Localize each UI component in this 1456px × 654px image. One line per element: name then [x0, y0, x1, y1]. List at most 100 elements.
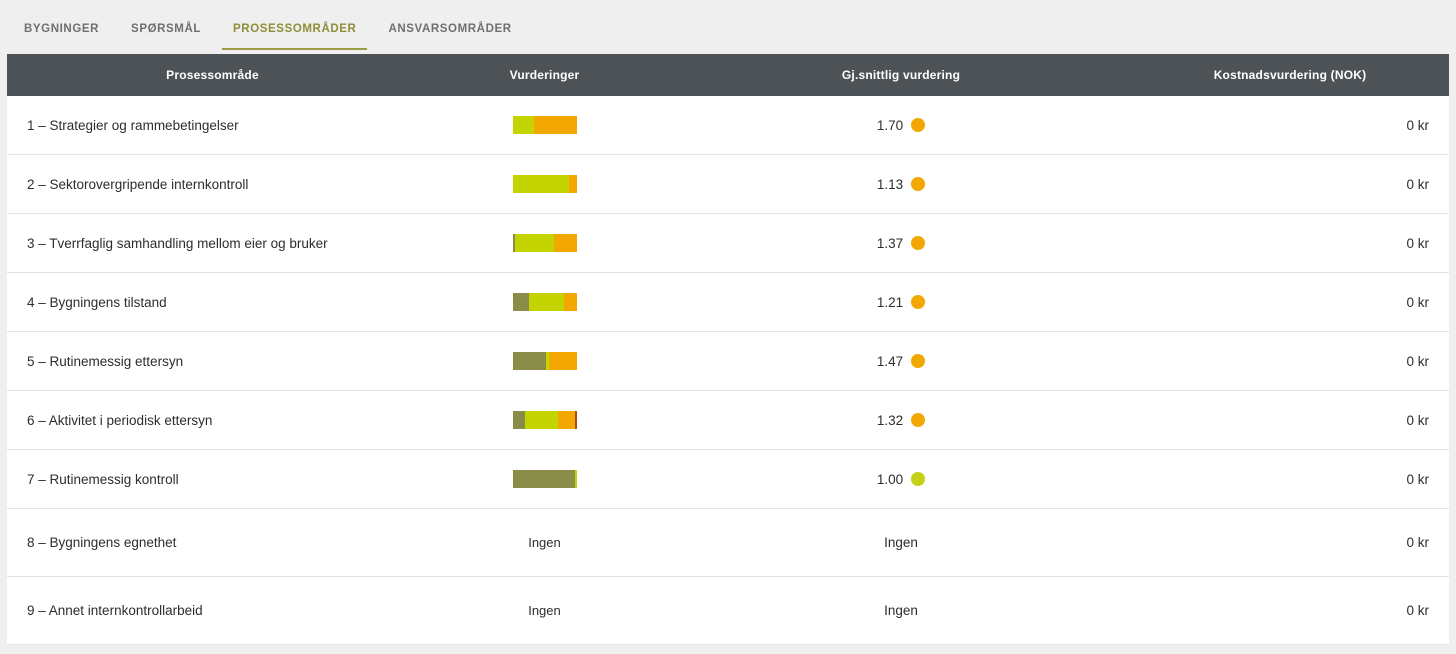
column-header-kostnadsvurdering: Kostnadsvurdering (NOK): [1213, 68, 1367, 82]
cost-value: 0 kr: [1406, 353, 1429, 369]
table-row[interactable]: 6 – Aktivitet i periodisk ettersyn 1.32 …: [7, 391, 1449, 450]
vurderinger-cell: [418, 411, 671, 429]
avg-cell: 1.21: [671, 295, 1131, 310]
avg-rating-dot: [911, 177, 926, 191]
tab-label: ANSVARSOMRÅDER: [388, 23, 512, 35]
bar-segment-chartreuse: [524, 411, 558, 429]
avg-value: 1.47: [876, 353, 904, 369]
tab-label: PROSESSOMRÅDER: [233, 23, 357, 35]
avg-cell: 1.32: [671, 413, 1131, 428]
avg-cell: 1.13: [671, 177, 1131, 192]
row-label: 8 – Bygningens egnethet: [27, 535, 177, 550]
avg-value: 1.70: [876, 117, 904, 133]
row-label: 5 – Rutinemessig ettersyn: [27, 353, 184, 369]
rating-bar: [512, 175, 577, 193]
bar-segment-orange: [563, 293, 577, 311]
avg-value: 1.32: [876, 412, 904, 428]
vurderinger-cell: [418, 470, 671, 488]
bar-segment-olive: [512, 234, 515, 252]
column-header-vurderinger: Vurderinger: [509, 68, 580, 82]
tab-label: SPØRSMÅL: [131, 23, 202, 35]
prosessomrader-table: Prosessområde Vurderinger Gj.snittlig vu…: [7, 54, 1449, 645]
cost-value: 0 kr: [1406, 117, 1429, 133]
tab-sp-rsm-l[interactable]: SPØRSMÅL: [120, 0, 212, 50]
avg-value: 1.13: [876, 176, 904, 192]
tab-prosessomr-der[interactable]: PROSESSOMRÅDER: [222, 0, 368, 50]
vurderinger-cell: [418, 175, 671, 193]
cost-value: 0 kr: [1406, 294, 1429, 310]
bar-segment-chartreuse: [512, 175, 569, 193]
table-header-row: Prosessområde Vurderinger Gj.snittlig vu…: [7, 54, 1449, 96]
table-row[interactable]: 1 – Strategier og rammebetingelser 1.70 …: [7, 96, 1449, 155]
avg-rating-dot: [911, 354, 926, 368]
table-row[interactable]: 7 – Rutinemessig kontroll 1.00 0 kr: [7, 450, 1449, 509]
bar-segment-olive: [512, 470, 575, 488]
avg-value: 1.21: [876, 294, 904, 310]
rating-bar: [512, 234, 577, 252]
column-header-gjsnittlig-vurdering: Gj.snittlig vurdering: [841, 68, 961, 82]
tab-label: BYGNINGER: [24, 23, 100, 35]
row-label: 6 – Aktivitet i periodisk ettersyn: [27, 412, 213, 428]
vurderinger-cell: [418, 293, 671, 311]
avg-rating-dot: [911, 413, 926, 427]
table-row[interactable]: 9 – Annet internkontrollarbeid Ingen Ing…: [7, 577, 1449, 645]
vurderinger-none-label: Ingen: [528, 535, 561, 550]
column-header-prosessomrade: Prosessområde: [166, 68, 259, 82]
avg-cell: 1.00: [671, 472, 1131, 487]
avg-cell: 1.47: [671, 354, 1131, 369]
table-body: 1 – Strategier og rammebetingelser 1.70 …: [7, 96, 1449, 645]
row-label: 9 – Annet internkontrollarbeid: [27, 603, 203, 618]
vurderinger-none-label: Ingen: [528, 603, 561, 618]
avg-cell: Ingen: [671, 603, 1131, 618]
table-row[interactable]: 5 – Rutinemessig ettersyn 1.47 0 kr: [7, 332, 1449, 391]
rating-bar: [512, 116, 577, 134]
avg-cell: Ingen: [671, 535, 1131, 550]
cost-value: 0 kr: [1406, 176, 1429, 192]
tab-bygninger[interactable]: BYGNINGER: [13, 0, 110, 50]
bar-segment-chartreuse: [514, 234, 554, 252]
row-label: 4 – Bygningens tilstand: [27, 294, 167, 310]
avg-rating-dot: [911, 295, 926, 309]
bar-segment-chartreuse: [545, 352, 549, 370]
bar-segment-orange: [568, 175, 577, 193]
bar-segment-olive: [512, 411, 525, 429]
bar-segment-chartreuse: [528, 293, 564, 311]
row-label: 1 – Strategier og rammebetingelser: [27, 117, 239, 133]
avg-value: Ingen: [884, 535, 918, 550]
avg-cell: 1.37: [671, 236, 1131, 251]
row-label: 2 – Sektorovergripende internkontroll: [27, 176, 249, 192]
cost-value: 0 kr: [1406, 412, 1429, 428]
avg-rating-dot: [911, 472, 926, 486]
bar-segment-red: [574, 411, 577, 429]
rating-bar: [512, 293, 577, 311]
bar-segment-orange: [557, 411, 575, 429]
table-row[interactable]: 2 – Sektorovergripende internkontroll 1.…: [7, 155, 1449, 214]
bar-segment-chartreuse: [574, 470, 577, 488]
table-row[interactable]: 8 – Bygningens egnethet Ingen Ingen 0 kr: [7, 509, 1449, 577]
rating-bar: [512, 352, 577, 370]
avg-value: Ingen: [884, 603, 918, 618]
table-row[interactable]: 4 – Bygningens tilstand 1.21 0 kr: [7, 273, 1449, 332]
table-row[interactable]: 3 – Tverrfaglig samhandling mellom eier …: [7, 214, 1449, 273]
avg-rating-dot: [911, 118, 926, 132]
cost-value: 0 kr: [1406, 603, 1429, 618]
vurderinger-cell: [418, 352, 671, 370]
rating-bar: [512, 411, 577, 429]
tab-bar: BYGNINGER SPØRSMÅL PROSESSOMRÅDER ANSVAR…: [0, 0, 1456, 54]
avg-value: 1.37: [876, 235, 904, 251]
bar-segment-orange: [548, 352, 577, 370]
row-label: 7 – Rutinemessig kontroll: [27, 471, 179, 487]
rating-bar: [512, 470, 577, 488]
row-label: 3 – Tverrfaglig samhandling mellom eier …: [27, 235, 328, 251]
vurderinger-cell: Ingen: [418, 603, 671, 618]
bar-segment-chartreuse: [512, 116, 534, 134]
tab-ansvarsomr-der[interactable]: ANSVARSOMRÅDER: [377, 0, 522, 50]
bar-segment-orange: [533, 116, 577, 134]
avg-rating-dot: [911, 236, 926, 250]
avg-value: 1.00: [876, 471, 904, 487]
bar-segment-olive: [512, 352, 546, 370]
vurderinger-cell: [418, 116, 671, 134]
avg-cell: 1.70: [671, 118, 1131, 133]
bar-segment-olive: [512, 293, 529, 311]
